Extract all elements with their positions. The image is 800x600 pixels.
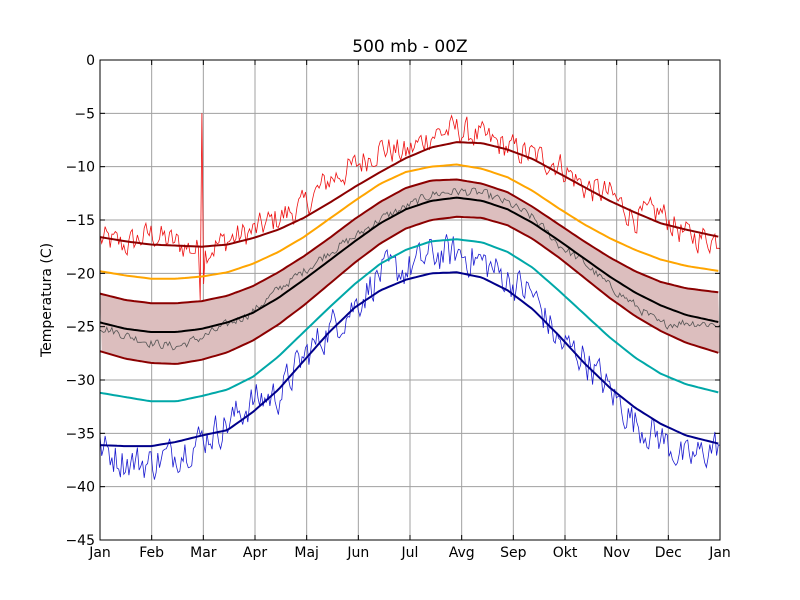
observed-series-line	[99, 187, 721, 351]
y-axis-label: Temperatura (C)	[39, 243, 55, 358]
x-tick-label: Sep	[500, 545, 527, 561]
climatology-series-line	[99, 141, 719, 248]
x-tick-label: Jun	[346, 545, 369, 561]
y-tick-label: −45	[65, 533, 95, 549]
y-tick-label: −40	[65, 480, 95, 496]
y-tick-label: −30	[65, 373, 95, 389]
x-tick-label: Jan	[708, 545, 731, 561]
y-tick-label: −15	[65, 213, 95, 229]
observed-series-line	[99, 113, 721, 301]
y-tick-label: −10	[65, 160, 95, 176]
variability-band	[100, 179, 720, 364]
x-tick-label: Jan	[88, 545, 111, 561]
climatology-series-line	[99, 196, 719, 333]
y-tick-label: 0	[86, 53, 95, 69]
x-tick-label: Jul	[401, 545, 419, 561]
y-tick-label: −35	[65, 426, 95, 442]
series-layer	[99, 141, 719, 448]
y-tick-label: −20	[65, 266, 95, 282]
climatology-series-line	[99, 163, 719, 280]
band-layer	[100, 179, 720, 364]
y-tick-label: −5	[74, 106, 95, 122]
chart-title: 500 mb - 00Z	[352, 37, 467, 57]
x-tick-label: Maj	[294, 545, 319, 561]
x-tick-label: Avg	[449, 545, 475, 561]
climatology-series-line	[99, 271, 719, 448]
x-tick-label: Apr	[243, 545, 267, 561]
climatology-series-line	[99, 178, 719, 305]
x-tick-label: Dec	[655, 545, 682, 561]
climatology-series-line	[99, 238, 719, 403]
x-tick-label: Okt	[553, 545, 578, 561]
y-tick-label: −25	[65, 320, 95, 336]
observed-series-line	[99, 234, 721, 480]
x-tick-label: Nov	[603, 545, 630, 561]
x-tick-label: Feb	[139, 545, 164, 561]
observed-layer	[99, 113, 721, 480]
climatology-series-line	[99, 215, 719, 365]
x-tick-label: Mar	[190, 545, 217, 561]
